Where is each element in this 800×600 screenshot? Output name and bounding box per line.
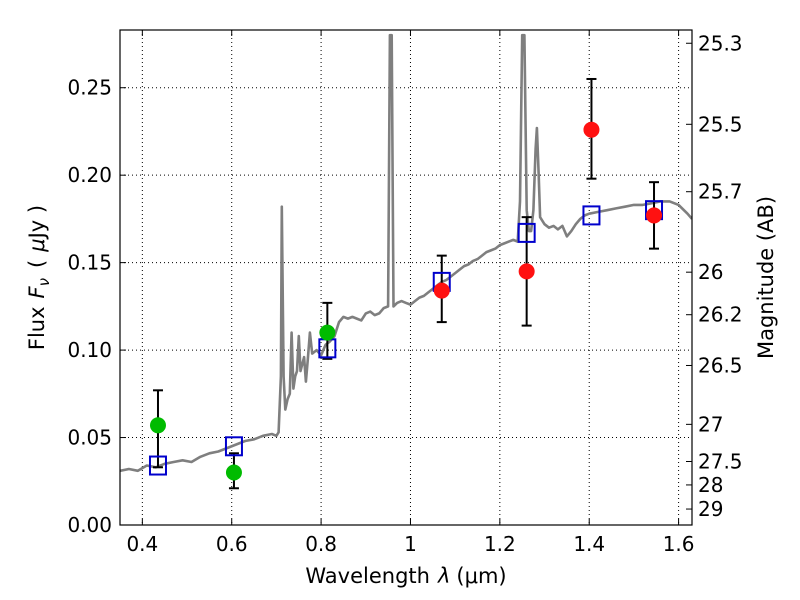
x-tick-label: 1.6 — [663, 532, 695, 556]
mag-tick-label: 29 — [698, 497, 723, 521]
y-tick-label: 0.20 — [67, 163, 112, 187]
grid-lines — [120, 30, 692, 525]
x-tick-label: 0.4 — [126, 532, 158, 556]
mag-tick-label: 26.5 — [698, 353, 743, 377]
mag-tick-label: 25.5 — [698, 112, 743, 136]
mag-tick-label: 27.5 — [698, 449, 743, 473]
y-tick-label: 0.10 — [67, 338, 112, 362]
mag-tick-label: 25.3 — [698, 31, 743, 55]
y-tick-label: 0.15 — [67, 251, 112, 275]
optical-data-point — [225, 464, 242, 481]
nir-data-point — [433, 282, 450, 299]
x-axis-label: Wavelength λ (μm) — [305, 564, 506, 588]
axis-ticks: 0.4 0.6 0.8 1 1.2 1.4 1.6 0.00 0.05 0.10 0.15 0.20 0… — [67, 30, 743, 556]
mag-tick-label: 28 — [698, 473, 723, 497]
data-markers — [148, 121, 664, 481]
spectrum-series — [120, 33, 692, 473]
mag-tick-label: 25.7 — [698, 180, 743, 204]
spectrum-line — [120, 33, 692, 473]
x-tick-label: 0.8 — [305, 532, 337, 556]
plot-frame — [119, 29, 693, 526]
nir-data-point — [583, 121, 600, 138]
optical-data-point — [319, 324, 336, 341]
x-tick-label: 1.4 — [573, 532, 605, 556]
y-tick-label: 0.25 — [67, 76, 112, 100]
mag-tick-label: 27 — [698, 412, 723, 436]
model-photometry-square — [148, 455, 167, 476]
y-tick-label: 0.00 — [67, 513, 112, 537]
model-photometry-square — [582, 205, 601, 226]
x-tick-label: 0.6 — [216, 532, 248, 556]
y-tick-label: 0.05 — [67, 426, 112, 450]
nir-data-point — [518, 263, 535, 280]
mag-tick-label: 26 — [698, 260, 723, 284]
x-tick-label: 1 — [404, 532, 417, 556]
model-photometry-square — [224, 436, 243, 457]
mag-tick-label: 26.2 — [698, 303, 743, 327]
right-axis-label: Magnitude (AB) — [754, 196, 778, 359]
model-photometry-square — [517, 222, 536, 243]
x-tick-label: 1.2 — [484, 532, 516, 556]
y-axis-label: FluxFν(μJy ) — [25, 205, 53, 350]
error-bars — [152, 77, 660, 490]
optical-data-point — [149, 417, 166, 434]
nir-data-point — [646, 207, 663, 224]
